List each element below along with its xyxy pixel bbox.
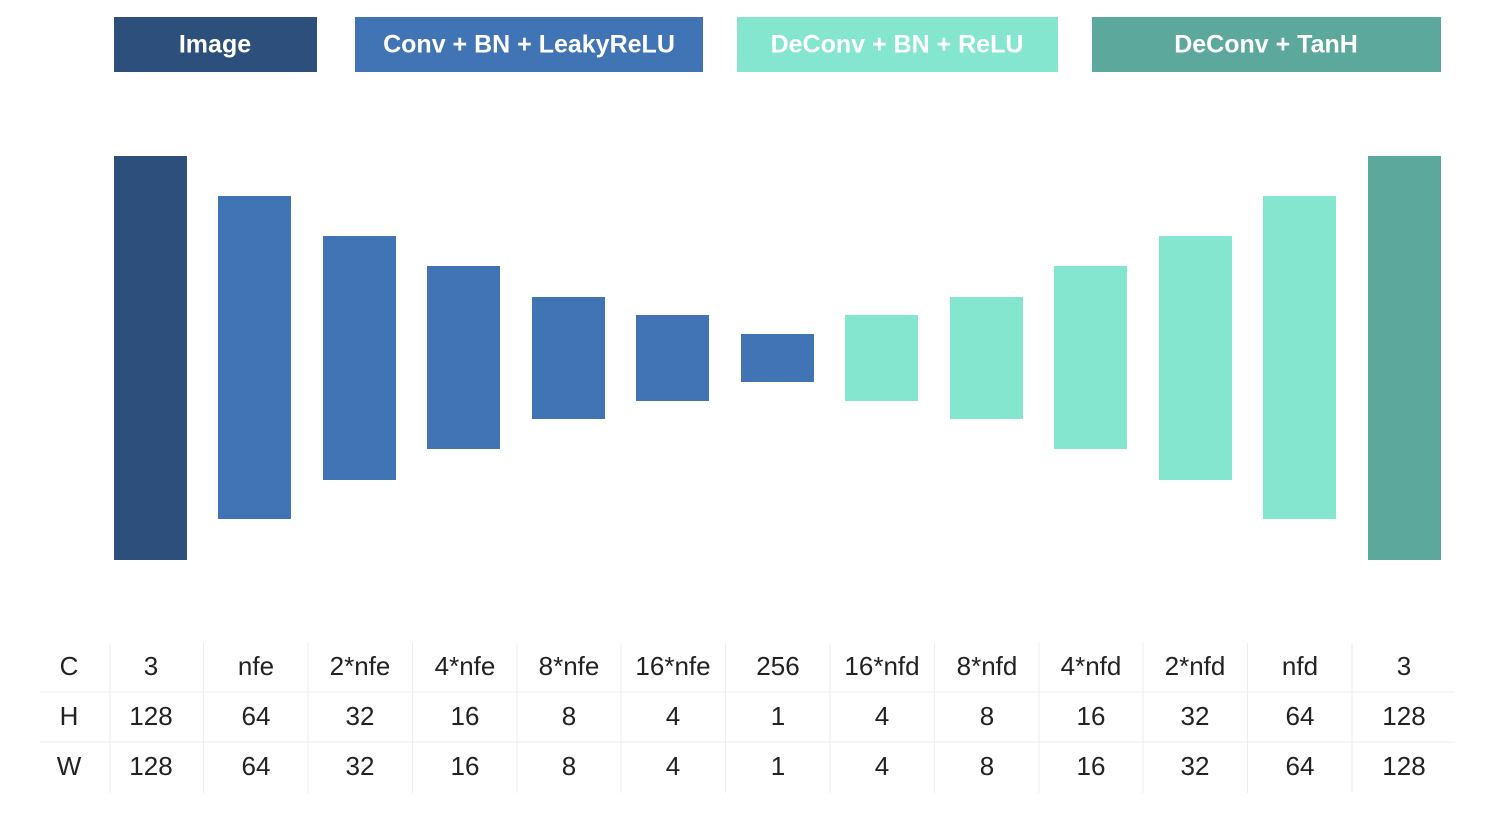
- table-cell: 3: [144, 651, 158, 681]
- row-header: H: [60, 701, 79, 731]
- table-cell: 32: [1181, 751, 1210, 781]
- table-cell: 16: [451, 701, 480, 731]
- layer-block: [427, 266, 500, 449]
- layer-block: [845, 315, 918, 401]
- table-cell: 16*nfd: [844, 651, 919, 681]
- row-header: W: [57, 751, 82, 781]
- table-cell: 3: [1397, 651, 1411, 681]
- layer-block: [532, 297, 605, 419]
- layer-block: [636, 315, 709, 401]
- legend-box: [1092, 17, 1441, 72]
- legend-box: [355, 17, 703, 72]
- table-cell: 8: [562, 701, 576, 731]
- table-cell: 128: [1382, 751, 1425, 781]
- table-cell: 32: [346, 701, 375, 731]
- table-cell: 16: [1077, 701, 1106, 731]
- table-cell: 64: [1286, 701, 1315, 731]
- layer-block: [1159, 236, 1232, 480]
- table-cell: 16: [451, 751, 480, 781]
- legend-box: [114, 17, 317, 72]
- legend-label: DeConv + TanH: [1174, 31, 1358, 59]
- layer-block: [323, 236, 396, 480]
- table-cell: 64: [1286, 751, 1315, 781]
- layer-block: [1368, 156, 1441, 560]
- table-cell: 4: [666, 751, 680, 781]
- layers: [114, 156, 1441, 560]
- table-cell: 64: [242, 701, 271, 731]
- table-cell: 4: [666, 701, 680, 731]
- layer-block: [1054, 266, 1127, 449]
- legend-label: DeConv + BN + ReLU: [771, 31, 1024, 59]
- table-cell: 4: [875, 751, 889, 781]
- table-cell: 2*nfe: [330, 651, 391, 681]
- legend-box: [737, 17, 1058, 72]
- table-cell: 64: [242, 751, 271, 781]
- layer-block: [1263, 196, 1336, 519]
- table-cell: 32: [346, 751, 375, 781]
- table-cell: nfd: [1282, 651, 1318, 681]
- row-header: C: [60, 651, 79, 681]
- table-cell: 2*nfd: [1165, 651, 1226, 681]
- table-cell: 128: [1382, 701, 1425, 731]
- layer-block: [218, 196, 291, 519]
- legend: Image Conv + BN + LeakyReLU DeConv + BN …: [114, 17, 1441, 72]
- layer-block: [741, 334, 814, 382]
- table-cell: 16: [1077, 751, 1106, 781]
- table-cell: 1: [771, 701, 785, 731]
- layer-block: [950, 297, 1023, 419]
- table-cell: 8: [980, 751, 994, 781]
- table-cell: 8*nfd: [957, 651, 1018, 681]
- table-cell: 8*nfe: [539, 651, 600, 681]
- table-cell: 4*nfd: [1061, 651, 1122, 681]
- legend-label: Conv + BN + LeakyReLU: [383, 31, 675, 59]
- table-cell: 256: [756, 651, 799, 681]
- table-cell: 8: [562, 751, 576, 781]
- table: C 3 nfe 2*nfe 4*nfe 8*nfe 16*nfe 256 16*nfd 8*nfd…: [40, 643, 1455, 793]
- table-cell: 4: [875, 701, 889, 731]
- table-cell: 32: [1181, 701, 1210, 731]
- table-cell: 128: [129, 751, 172, 781]
- table-cell: nfe: [238, 651, 274, 681]
- legend-label: Image: [179, 31, 251, 59]
- layer-block: [114, 156, 187, 560]
- table-cell: 1: [771, 751, 785, 781]
- table-cell: 8: [980, 701, 994, 731]
- table-cell: 128: [129, 701, 172, 731]
- table-cell: 16*nfe: [635, 651, 710, 681]
- table-cell: 4*nfe: [435, 651, 496, 681]
